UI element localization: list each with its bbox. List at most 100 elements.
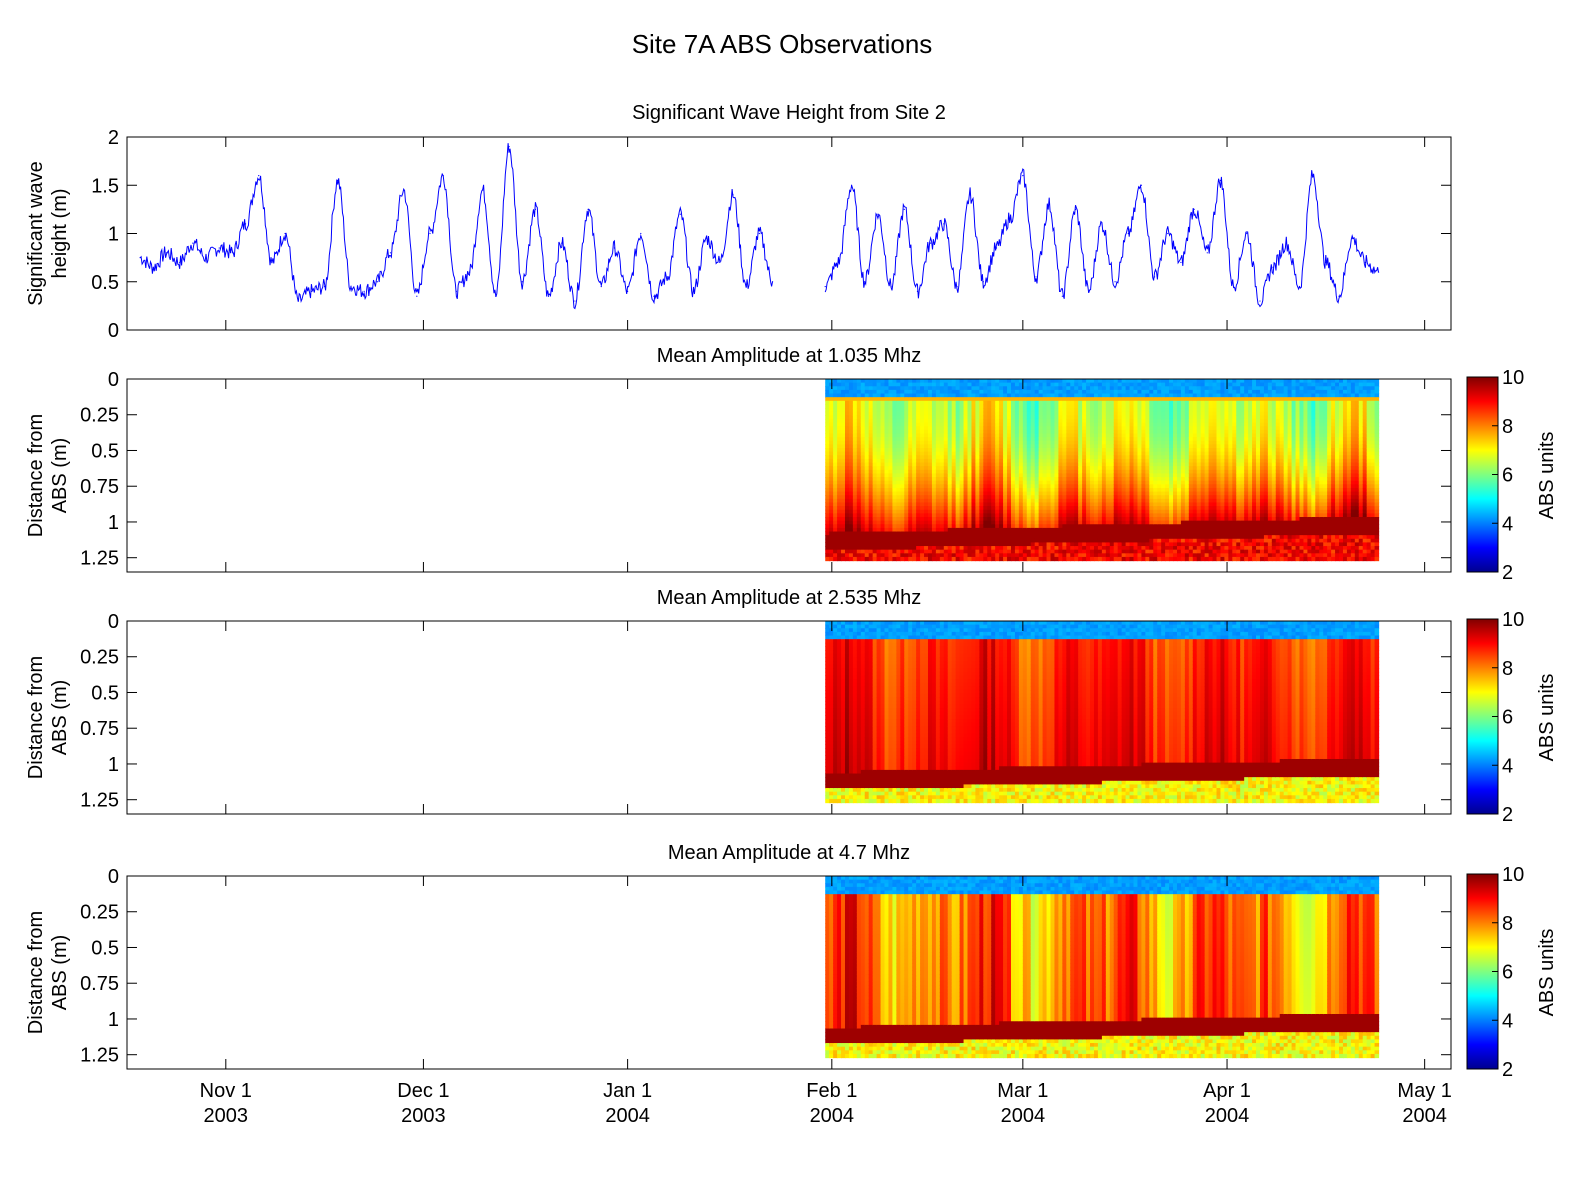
heatmap-cell — [955, 393, 961, 398]
heatmap-cell — [916, 444, 921, 449]
heatmap-cell — [864, 506, 870, 511]
heatmap-cell — [943, 531, 949, 536]
heatmap-cell — [892, 487, 897, 493]
heatmap-cell — [920, 484, 925, 489]
heatmap-cell — [1117, 400, 1123, 406]
heatmap-cell — [1097, 553, 1103, 558]
heatmap-cell — [896, 513, 901, 518]
heatmap-cell — [1022, 484, 1028, 489]
heatmap-cell — [1050, 397, 1056, 402]
heatmap-cell — [1161, 553, 1166, 558]
heatmap-cell — [904, 466, 909, 471]
heatmap-cell — [1109, 480, 1115, 485]
heatmap-cell — [991, 556, 996, 562]
heatmap-cell — [1153, 426, 1158, 431]
heatmap-cell — [860, 513, 866, 518]
heatmap-cell — [947, 546, 953, 551]
heatmap-cell — [1149, 422, 1154, 427]
heatmap-cell — [844, 408, 850, 413]
heatmap-cell — [848, 538, 854, 544]
heatmap-cell — [995, 400, 1000, 406]
heatmap-cell — [1153, 440, 1158, 445]
heatmap-cell — [1042, 484, 1048, 489]
heatmap-cell — [967, 437, 973, 442]
heatmap-cell — [999, 491, 1004, 496]
heatmap-cell — [939, 498, 945, 504]
heatmap-cell — [1153, 498, 1158, 504]
heatmap-cell — [1129, 411, 1135, 416]
heatmap-cell — [1070, 498, 1075, 504]
heatmap-cell — [979, 379, 984, 384]
heatmap-cell — [1003, 527, 1008, 533]
heatmap-cell — [884, 480, 890, 485]
heatmap-cell — [1086, 447, 1091, 453]
heatmap-cell — [1133, 546, 1139, 551]
heatmap-cell — [1153, 553, 1158, 558]
heatmap-cell — [971, 451, 977, 456]
heatmap-cell — [896, 389, 901, 395]
heatmap-cell — [951, 418, 957, 424]
heatmap-cell — [880, 433, 886, 438]
heatmap-cell — [947, 520, 953, 525]
heatmap-cell — [1109, 520, 1115, 525]
heatmap-cell — [1169, 437, 1174, 442]
heatmap-cell — [1046, 397, 1052, 402]
heatmap-cell — [844, 553, 850, 558]
heatmap-cell — [991, 429, 996, 435]
heatmap-cell — [951, 415, 957, 420]
heatmap-cell — [995, 527, 1000, 533]
heatmap-cell — [967, 415, 973, 420]
heatmap-cell — [971, 447, 977, 453]
heatmap-cell — [1149, 389, 1154, 395]
heatmap-cell — [1007, 411, 1012, 416]
heatmap-cell — [1003, 498, 1008, 504]
heatmap-cell — [1086, 444, 1091, 449]
heatmap-cell — [1105, 397, 1111, 402]
heatmap-cell — [892, 484, 897, 489]
heatmap-cell — [1042, 542, 1048, 547]
heatmap-cell — [864, 520, 870, 525]
heatmap-cell — [1034, 520, 1040, 525]
heatmap-cell — [888, 491, 894, 496]
heatmap-cell — [943, 546, 949, 551]
heatmap-cell — [959, 393, 965, 398]
heatmap-cell — [1188, 509, 1194, 514]
heatmap-cell — [1204, 415, 1210, 420]
heatmap-cell — [833, 480, 838, 485]
heatmap-cell — [916, 386, 921, 391]
heatmap-cell — [987, 415, 992, 420]
heatmap-cell — [892, 455, 897, 460]
heatmap-cell — [924, 491, 929, 496]
heatmap-cell — [1007, 458, 1012, 464]
heatmap-cell — [1184, 389, 1190, 395]
heatmap-cell — [916, 447, 921, 453]
heatmap-cell — [1180, 462, 1186, 467]
heatmap-cell — [904, 404, 909, 409]
heatmap-cell — [876, 433, 882, 438]
heatmap-cell — [1046, 546, 1052, 551]
heatmap-cell — [1184, 506, 1190, 511]
heatmap-cell — [1180, 506, 1186, 511]
heatmap-cell — [979, 491, 984, 496]
heatmap-cell — [829, 455, 834, 460]
heatmap-cell — [1038, 491, 1044, 496]
heatmap-cell — [829, 415, 834, 420]
heatmap-cell — [1137, 531, 1143, 536]
heatmap-cell — [1026, 455, 1032, 460]
heatmap-cell — [1078, 538, 1083, 544]
heatmap-cell — [947, 469, 953, 475]
heatmap-cell — [1196, 458, 1202, 464]
heatmap-cell — [939, 382, 945, 387]
heatmap-cell — [1180, 491, 1186, 496]
heatmap-cell — [1117, 546, 1123, 551]
heatmap-cell — [848, 458, 854, 464]
heatmap-cell — [920, 444, 925, 449]
heatmap-cell — [975, 444, 980, 449]
heatmap-cell — [1026, 447, 1032, 453]
heatmap-cell — [1082, 473, 1087, 478]
heatmap-cell — [1026, 538, 1032, 544]
heatmap-cell — [971, 506, 977, 511]
heatmap-cell — [1188, 404, 1194, 409]
heatmap-cell — [864, 498, 870, 504]
heatmap-cell — [900, 484, 905, 489]
